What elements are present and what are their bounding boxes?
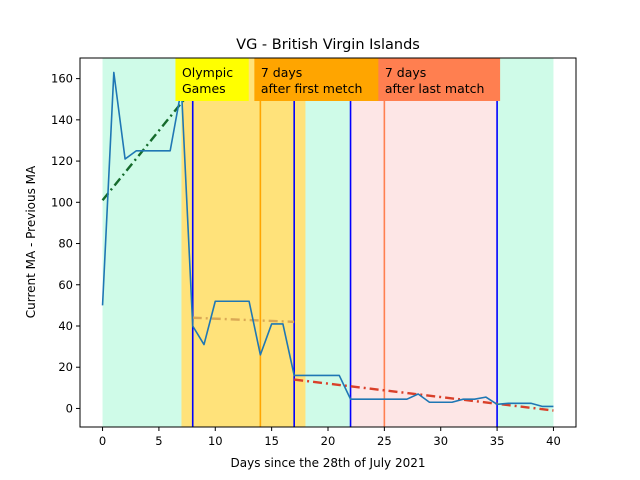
y-tick-label: 60 <box>58 278 73 292</box>
trend-line-1 <box>192 316 295 324</box>
x-tick-label: 30 <box>433 434 448 448</box>
x-tick-label: 10 <box>208 434 223 448</box>
y-tick-label: 80 <box>58 237 73 251</box>
x-tick-label: 25 <box>377 434 392 448</box>
trend-line-2 <box>294 378 554 412</box>
y-tick-label: 20 <box>58 360 73 374</box>
y-axis-ticks: 0 20 40 60 80 100 120 140 160 <box>51 72 80 415</box>
annotation-text-0-0: Olympic <box>182 65 233 80</box>
annotation-box-0 <box>175 58 249 101</box>
y-tick-label: 100 <box>51 195 73 209</box>
y-tick-label: 0 <box>66 401 73 415</box>
annotation-text-2-0: 7 days <box>385 65 426 80</box>
y-axis-label: Current MA - Previous MA <box>24 165 38 318</box>
background-span-2 <box>350 58 498 427</box>
annotation-box-1 <box>254 58 381 101</box>
vertical-marker-lines <box>191 58 498 427</box>
y-tick-label: 120 <box>51 154 73 168</box>
background-spans <box>102 58 554 427</box>
x-tick-label: 40 <box>546 434 561 448</box>
x-tick-label: 35 <box>490 434 505 448</box>
annotation-text-0-1: Games <box>182 81 226 96</box>
background-span-1 <box>181 58 306 427</box>
x-tick-label: 0 <box>99 434 106 448</box>
annotation-box-2 <box>378 58 501 101</box>
x-axis-label: Days since the 28th of July 2021 <box>231 456 426 470</box>
x-tick-label: 20 <box>321 434 336 448</box>
y-tick-label: 40 <box>58 319 73 333</box>
y-tick-label: 140 <box>51 113 73 127</box>
chart-title: VG - British Virgin Islands <box>236 37 420 53</box>
x-tick-label: 15 <box>264 434 279 448</box>
x-axis-ticks: 0 5 10 15 20 25 30 35 40 <box>99 427 561 448</box>
series-line-0 <box>101 71 554 408</box>
annotation-text-1-1: after first metch <box>261 81 363 96</box>
annotation-text-2-1: after last match <box>385 81 485 96</box>
y-tick-label: 160 <box>51 72 73 86</box>
data-series <box>101 71 554 408</box>
annotation-text-1-0: 7 days <box>261 65 302 80</box>
x-tick-label: 5 <box>155 434 162 448</box>
